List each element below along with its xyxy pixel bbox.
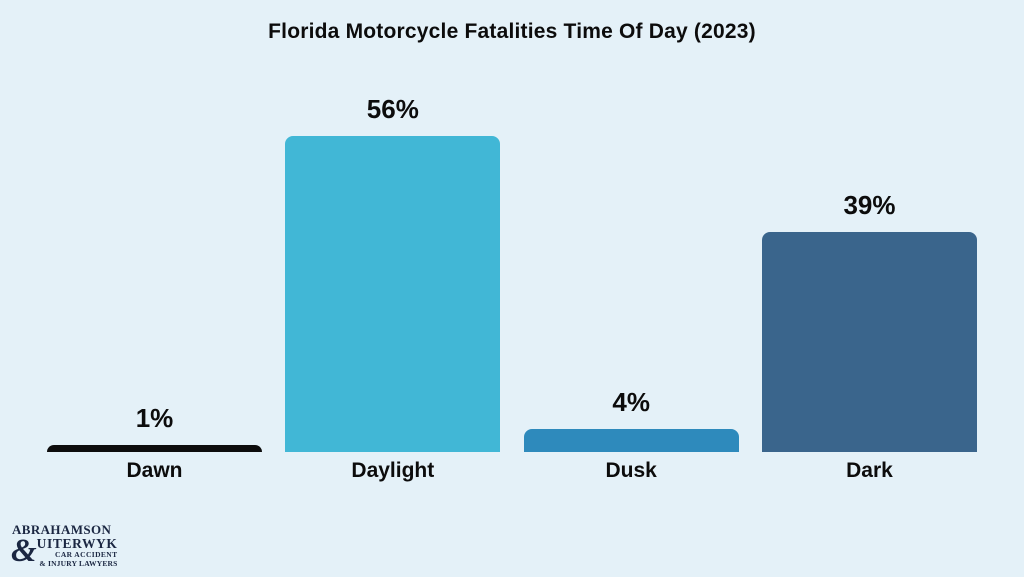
bar-value-label-dark: 39% bbox=[843, 189, 896, 220]
category-label-dusk: Dusk bbox=[605, 459, 657, 482]
category-label-daylight: Daylight bbox=[351, 459, 435, 482]
bar-column-dawn: 1% bbox=[47, 403, 262, 452]
logo-tagline-car-accident: CAR ACCIDENT bbox=[55, 550, 118, 559]
bar-column-dark: 39% bbox=[761, 189, 977, 452]
bar-daylight bbox=[285, 135, 501, 452]
bar-chart-plot-area: 1% 56% 4% 39% bbox=[47, 0, 977, 452]
bar-dark bbox=[761, 231, 977, 452]
abrahamson-uiterwyk-logo: ABRAHAMSON & UITERWYK CAR ACCIDENT & INJ… bbox=[11, 522, 117, 569]
category-label-dark: Dark bbox=[846, 459, 893, 482]
category-axis-labels: Dawn Daylight Dusk Dark bbox=[47, 459, 977, 483]
bar-value-label-daylight: 56% bbox=[366, 93, 419, 124]
chart-title: Florida Motorcycle Fatalities Time Of Da… bbox=[268, 20, 756, 43]
bar-dusk bbox=[523, 429, 739, 452]
logo-tagline-injury-lawyers: & INJURY LAWYERS bbox=[39, 559, 118, 568]
logo-name-uiterwyk: UITERWYK bbox=[36, 536, 118, 551]
logo-name-abrahamson: ABRAHAMSON bbox=[12, 522, 112, 537]
bar-value-label-dawn: 1% bbox=[135, 403, 174, 433]
category-label-dawn: Dawn bbox=[126, 459, 183, 482]
bar-column-dusk: 4% bbox=[523, 387, 739, 452]
logo-ampersand-icon: & bbox=[11, 533, 37, 569]
bar-dawn bbox=[47, 445, 262, 452]
bar-column-daylight: 56% bbox=[285, 93, 501, 452]
bar-value-label-dusk: 4% bbox=[612, 387, 650, 418]
